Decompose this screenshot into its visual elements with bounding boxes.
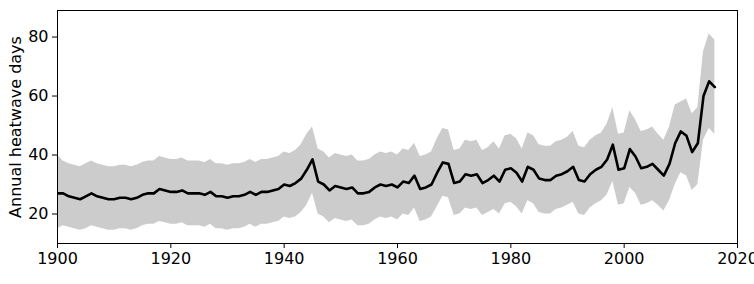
svg-text:2000: 2000	[604, 249, 645, 268]
svg-text:1980: 1980	[490, 249, 531, 268]
svg-text:1920: 1920	[150, 249, 191, 268]
svg-text:40: 40	[28, 145, 48, 164]
svg-text:2020: 2020	[717, 249, 754, 268]
svg-text:80: 80	[28, 27, 48, 46]
svg-text:1960: 1960	[377, 249, 418, 268]
svg-text:1900: 1900	[37, 249, 78, 268]
svg-text:Annual heatwave days: Annual heatwave days	[6, 36, 25, 218]
svg-text:60: 60	[28, 86, 48, 105]
svg-text:1940: 1940	[264, 249, 305, 268]
svg-text:20: 20	[28, 204, 48, 223]
